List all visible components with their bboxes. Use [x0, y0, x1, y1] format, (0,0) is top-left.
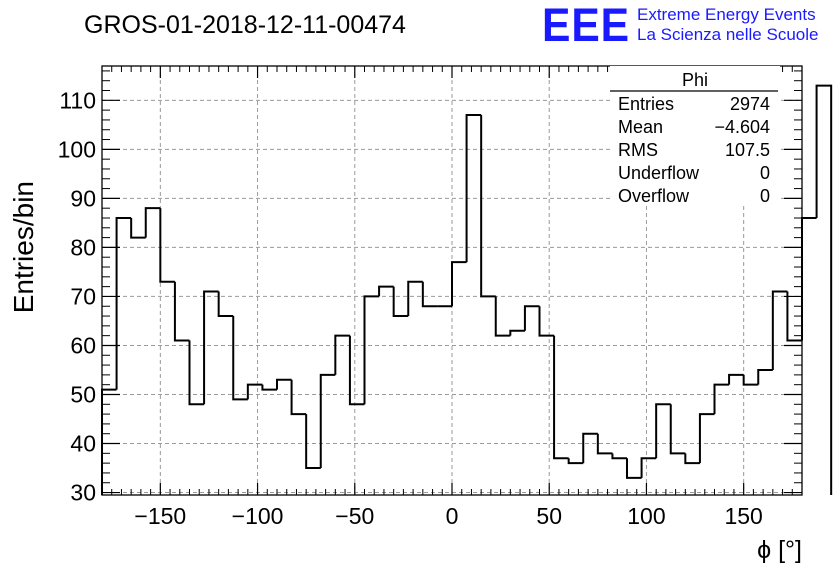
histogram-bin [290, 379, 307, 416]
histogram-bin [348, 335, 365, 406]
histogram-bin [815, 84, 833, 495]
histogram-bin [596, 433, 613, 455]
histogram-bin [684, 453, 700, 465]
histogram-bin [626, 458, 642, 479]
stats-label-underflow: Underflow [618, 163, 700, 183]
x-tick-labels: −150 −100 −50 0 50 100 150 [134, 503, 762, 529]
histogram-bin [757, 368, 773, 385]
histogram-bin [101, 388, 117, 495]
x-tick-label: 150 [724, 503, 762, 529]
stats-label-rms: RMS [618, 140, 658, 160]
y-tick-label: 90 [70, 185, 96, 211]
histogram-bin [334, 334, 350, 375]
y-tick-labels: 30 40 50 60 70 80 90 100 110 [58, 87, 96, 505]
x-tick-label: 50 [536, 503, 562, 529]
histogram-bin [188, 340, 205, 406]
histogram-bin [553, 335, 569, 460]
y-tick-label: 30 [70, 480, 96, 506]
histogram-bin [378, 285, 394, 297]
histogram-bin [363, 295, 380, 405]
histogram-bin [713, 383, 730, 415]
histogram-bin [669, 404, 686, 455]
histogram-bin [480, 115, 496, 298]
stats-value-entries: 2974 [730, 94, 770, 114]
histogram-bin [173, 281, 190, 342]
x-tick-label: 100 [627, 503, 665, 529]
y-tick-label: 100 [58, 136, 96, 162]
y-tick-label: 110 [59, 87, 96, 113]
stats-box-title: Phi [682, 70, 708, 90]
logo-mark: EEE [542, 0, 630, 51]
eee-logo: EEE Extreme Energy Events La Scienza nel… [542, 0, 818, 51]
stats-value-overflow: 0 [760, 186, 770, 206]
histogram-bin [698, 413, 715, 464]
histogram-bin [246, 383, 263, 400]
histogram-bin [786, 291, 802, 342]
y-tick-label: 60 [70, 332, 96, 358]
x-tick-label: −100 [232, 503, 284, 529]
histogram-bin [538, 306, 555, 337]
histogram-bin [203, 290, 219, 405]
histogram-bin [130, 217, 146, 239]
x-tick-label: −50 [335, 503, 374, 529]
histogram-bin [801, 216, 817, 341]
stats-label-overflow: Overflow [618, 186, 690, 206]
stats-label-entries: Entries [618, 94, 674, 114]
x-tick-label: 0 [446, 503, 459, 529]
histogram-bin [509, 329, 525, 336]
logo-line-2: La Scienza nelle Scuole [637, 25, 818, 44]
histogram-bin [115, 216, 132, 390]
y-tick-label: 70 [70, 283, 96, 309]
stats-value-underflow: 0 [760, 163, 770, 183]
stats-value-mean: −4.604 [714, 117, 770, 137]
histogram-bin [523, 305, 540, 331]
histogram-bin [421, 281, 438, 308]
histogram-bin [217, 291, 234, 318]
histogram-bin [655, 403, 671, 459]
x-tick-label: −150 [134, 503, 186, 529]
histogram-bin [494, 296, 511, 337]
y-tick-label: 80 [70, 234, 96, 260]
histogram-bin [728, 373, 744, 385]
histogram-bin [319, 373, 336, 469]
histogram-bin [451, 261, 467, 307]
logo-line-1: Extreme Energy Events [637, 5, 816, 24]
histogram-bin [640, 457, 657, 478]
histogram-bin [232, 316, 248, 401]
stats-label-mean: Mean [618, 117, 663, 137]
histogram-bin [392, 286, 409, 318]
histogram-bin [582, 432, 598, 464]
run-title: GROS-01-2018-12-11-00474 [84, 11, 406, 39]
histogram-bin [261, 384, 277, 391]
stats-box: Phi Entries 2974 Mean −4.604 RMS 107.5 U… [610, 66, 780, 206]
x-axis-label: ϕ [°] [757, 536, 802, 564]
histogram-bin [159, 208, 175, 283]
stats-box-background [610, 66, 780, 206]
histogram-bin [567, 458, 584, 465]
histogram-bin [144, 207, 161, 238]
histogram-bin [305, 414, 321, 470]
y-tick-label: 50 [70, 381, 96, 407]
histogram-bin [771, 290, 788, 370]
histogram-bin [407, 280, 423, 317]
y-axis-label: Entries/bin [8, 181, 39, 313]
histogram-bin [611, 453, 627, 460]
histogram-bin [465, 114, 482, 263]
histogram-bin [276, 378, 292, 390]
y-tick-label: 40 [70, 431, 96, 457]
stats-value-rms: 107.5 [725, 140, 770, 160]
histogram-bin [742, 374, 759, 386]
